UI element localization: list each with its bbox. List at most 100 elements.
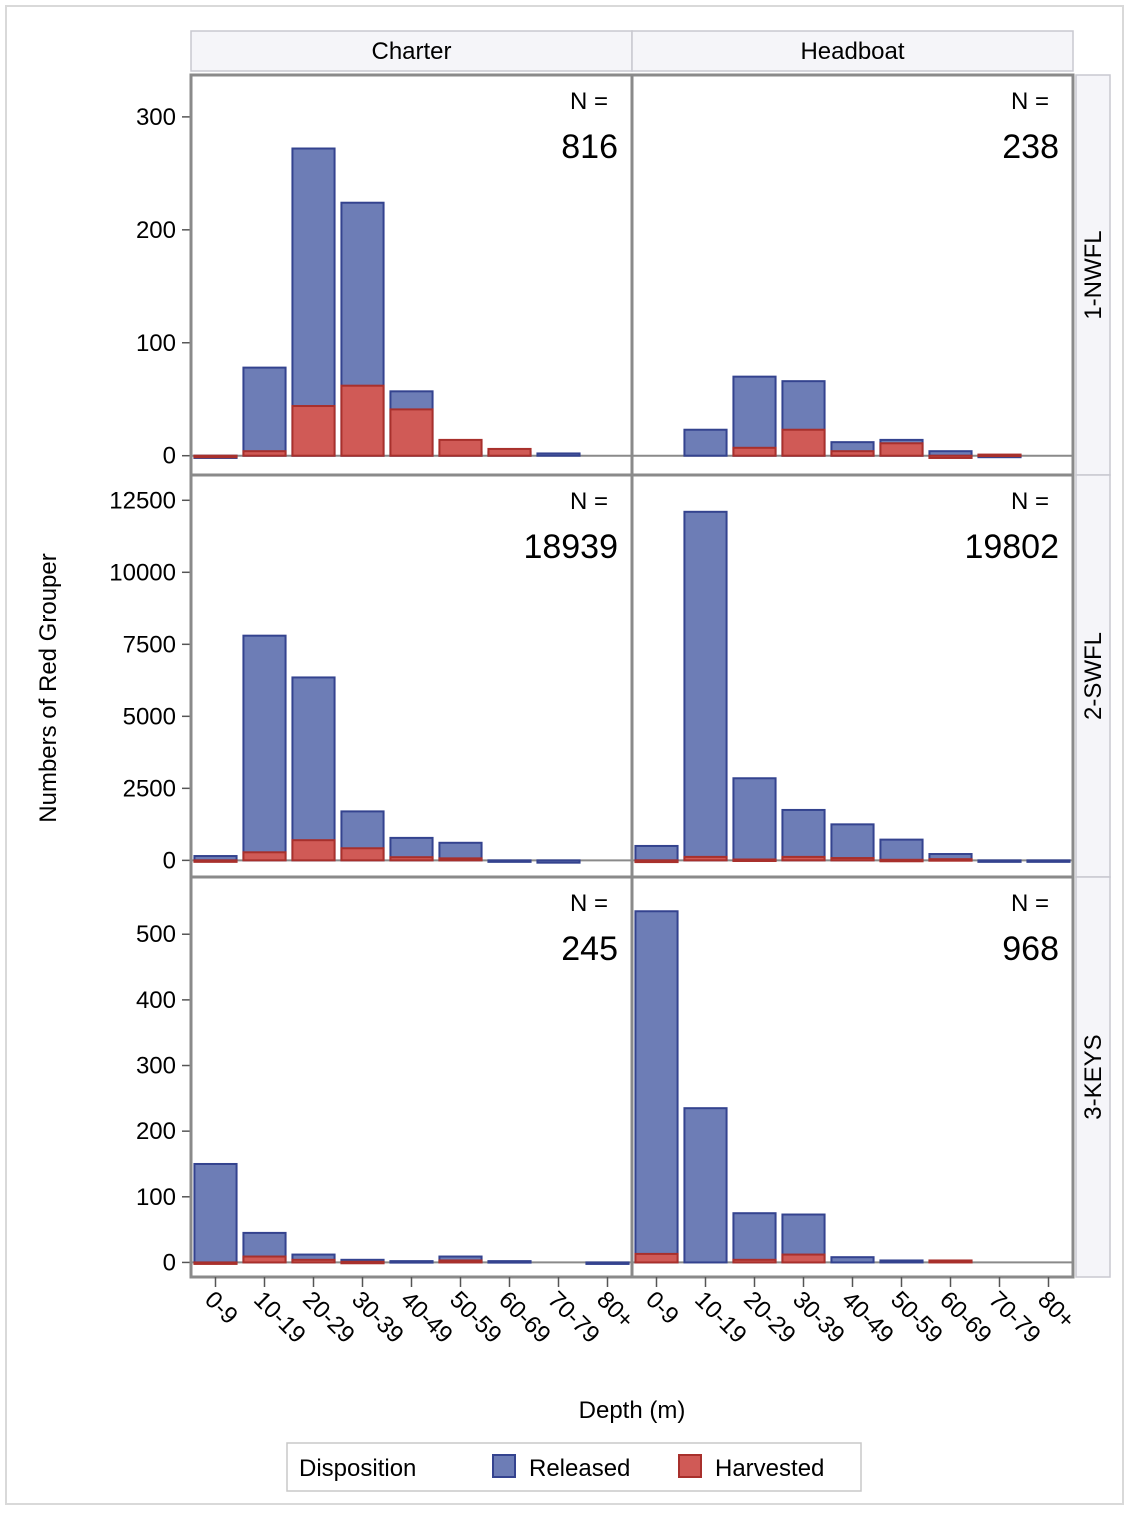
n-label: N = <box>1011 88 1049 115</box>
bar-released-60-69 <box>487 1260 532 1264</box>
n-value: 18939 <box>523 528 618 566</box>
bar-harvested-60-69 <box>928 1259 973 1264</box>
bar-harvested-40-49 <box>830 857 875 862</box>
bar-released-70-79 <box>536 452 581 457</box>
bar-harvested-50-59 <box>438 438 483 457</box>
x-tick-label: 30-39 <box>346 1286 409 1349</box>
n-label: N = <box>570 890 608 917</box>
x-tick-label: 50-59 <box>444 1286 507 1349</box>
legend-label-released: Released <box>529 1455 630 1482</box>
bar-harvested-50-59 <box>879 858 924 863</box>
figure-frame <box>5 5 1124 1505</box>
bar-harvested-20-29 <box>291 839 336 862</box>
bar-harvested-30-39 <box>340 847 385 862</box>
bar-released-10-19 <box>683 510 728 862</box>
n-value: 968 <box>1002 930 1059 968</box>
n-label: N = <box>570 88 608 115</box>
bar-released-10-19 <box>242 634 287 862</box>
bar-harvested-20-29 <box>732 1258 777 1264</box>
bar-released-60-69 <box>487 859 532 863</box>
bar-harvested-50-59 <box>438 1259 483 1264</box>
bar-released-80+ <box>585 1261 630 1265</box>
x-tick-label: 0-9 <box>199 1286 243 1330</box>
column-header-label: Headboat <box>800 38 904 65</box>
y-tick-label: 0 <box>163 443 176 470</box>
legend-swatch-released <box>492 1454 516 1478</box>
bar-harvested-20-29 <box>291 405 336 457</box>
bar-harvested-10-19 <box>242 851 287 862</box>
x-tick-label: 40-49 <box>836 1286 899 1349</box>
y-tick-label: 400 <box>136 987 176 1014</box>
x-tick-label: 20-29 <box>738 1286 801 1349</box>
bar-harvested-30-39 <box>340 384 385 457</box>
bar-harvested-30-39 <box>781 428 826 457</box>
row-header-2-swfl <box>1075 474 1111 878</box>
x-tick-label: 10-19 <box>689 1286 752 1349</box>
x-tick-label: 70-79 <box>983 1286 1046 1349</box>
bar-harvested-10-19 <box>242 450 287 457</box>
bar-harvested-40-49 <box>830 450 875 457</box>
bar-released-20-29 <box>291 147 336 457</box>
n-value: 245 <box>561 930 618 968</box>
y-axis-title: Numbers of Red Grouper <box>35 553 62 822</box>
n-label: N = <box>570 488 608 515</box>
y-tick-label: 7500 <box>123 631 176 658</box>
legend-swatch-harvested <box>678 1454 702 1478</box>
bar-released-20-29 <box>732 375 777 457</box>
bar-released-20-29 <box>732 777 777 862</box>
bar-harvested-60-69 <box>928 454 973 459</box>
bar-harvested-10-19 <box>683 855 728 862</box>
bar-harvested-70-79 <box>977 453 1022 458</box>
legend-title: Disposition <box>299 1455 416 1482</box>
bar-released-70-79 <box>536 859 581 864</box>
column-header-charter <box>190 30 633 72</box>
bar-released-40-49 <box>389 1260 434 1264</box>
legend-label-harvested: Harvested <box>715 1455 824 1482</box>
y-tick-label: 10000 <box>109 559 176 586</box>
y-tick-label: 200 <box>136 217 176 244</box>
bar-released-50-59 <box>879 838 924 862</box>
y-tick-label: 100 <box>136 330 176 357</box>
y-tick-label: 500 <box>136 921 176 948</box>
panel-charter-2-swfl: 0 2500 5000 7500 10000 12500 N = 18939 <box>109 473 634 879</box>
bar-harvested-0-9 <box>193 1261 238 1265</box>
y-tick-label: 0 <box>163 847 176 874</box>
bar-released-80+ <box>1026 859 1071 863</box>
bar-released-10-19 <box>242 366 287 457</box>
bar-harvested-30-39 <box>781 855 826 862</box>
column-header-label: Charter <box>371 38 451 65</box>
x-tick-label: 20-29 <box>297 1286 360 1349</box>
bar-harvested-0-9 <box>634 859 679 864</box>
x-tick-label: 30-39 <box>787 1286 850 1349</box>
bar-harvested-0-9 <box>193 859 238 863</box>
x-tick-label: 10-19 <box>248 1286 311 1349</box>
y-tick-label: 200 <box>136 1118 176 1145</box>
bar-harvested-20-29 <box>732 446 777 457</box>
row-header-label: 2-SWFL <box>1080 632 1107 720</box>
bar-harvested-30-39 <box>781 1253 826 1264</box>
bar-harvested-60-69 <box>928 858 973 862</box>
panel-headboat-2-swfl: N = 19802 <box>630 473 1075 879</box>
bar-harvested-20-29 <box>291 1258 336 1264</box>
bar-harvested-0-9 <box>193 454 238 459</box>
bar-released-70-79 <box>977 859 1022 863</box>
bar-released-10-19 <box>683 1107 728 1264</box>
row-header-label: 1-NWFL <box>1080 230 1107 319</box>
x-tick-label: 50-59 <box>885 1286 948 1349</box>
bar-released-20-29 <box>732 1212 777 1264</box>
bar-harvested-20-29 <box>732 858 777 862</box>
x-tick-label: 60-69 <box>934 1286 997 1349</box>
panel-charter-1-nwfl: 0 100 200 300 N = 816 <box>136 73 634 477</box>
y-tick-label: 0 <box>163 1249 176 1276</box>
x-tick-label: 60-69 <box>493 1286 556 1349</box>
bar-harvested-40-49 <box>389 408 434 457</box>
bar-harvested-10-19 <box>242 1255 287 1264</box>
y-tick-label: 12500 <box>109 487 176 514</box>
panel-charter-3-keys: 0 100 200 300 400 500 N = 245 <box>136 875 634 1279</box>
n-label: N = <box>1011 488 1049 515</box>
row-header-label: 3-KEYS <box>1080 1034 1107 1119</box>
legend: Disposition Released Harvested <box>286 1442 862 1492</box>
bar-released-40-49 <box>830 823 875 862</box>
